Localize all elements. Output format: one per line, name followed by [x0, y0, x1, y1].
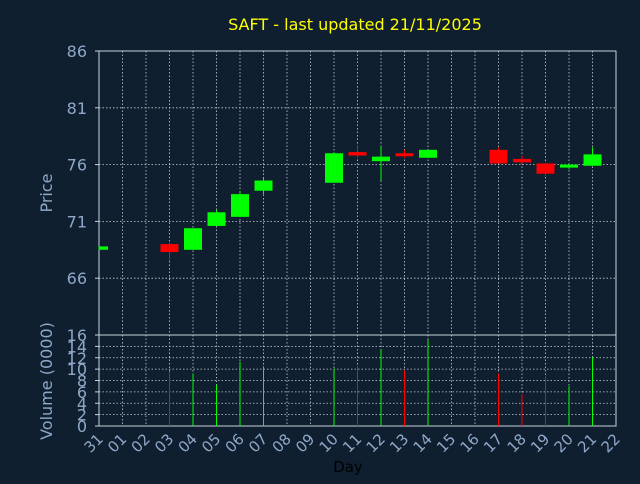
candle-body: [184, 228, 202, 250]
day-tick-label: 04: [175, 430, 201, 456]
volume-axis-label: Volume (0000): [37, 322, 56, 440]
day-tick-label: 09: [292, 430, 318, 456]
day-tick-label: 20: [551, 430, 577, 456]
day-tick-label: 15: [433, 430, 459, 456]
price-tick-label: 81: [67, 99, 87, 118]
day-tick-label: 18: [504, 430, 530, 456]
candle-body: [325, 153, 343, 183]
candle-body: [372, 156, 390, 162]
candle-body: [560, 164, 578, 168]
day-tick-label: 17: [480, 430, 506, 456]
price-tick-label: 76: [67, 156, 87, 175]
day-tick-label: 16: [457, 430, 483, 456]
volume-tick-label: 6: [77, 383, 87, 402]
candle-body: [231, 194, 249, 217]
day-tick-label: 14: [410, 430, 436, 456]
candle-body: [536, 163, 555, 174]
candle-body: [419, 149, 437, 158]
price-tick-label: 86: [67, 42, 87, 61]
day-tick-label: 13: [386, 430, 412, 456]
day-tick-label: 21: [574, 430, 600, 456]
candles: [98, 145, 602, 262]
volume-tick-label: 12: [67, 349, 87, 368]
candle-body: [513, 158, 531, 163]
candle-body: [254, 180, 273, 191]
day-tick-label: 02: [128, 430, 154, 456]
day-tick-label: 01: [104, 430, 130, 456]
volume-tick-label: 4: [77, 394, 87, 413]
day-tick-label: 11: [339, 430, 365, 456]
day-tick-label: 03: [151, 430, 177, 456]
day-tick-label: 08: [269, 430, 295, 456]
price-tick-label: 66: [67, 269, 87, 288]
day-tick-label: 07: [245, 430, 271, 456]
price-tick-label: 71: [67, 212, 87, 231]
volume-tick-label: 10: [67, 360, 87, 379]
candle-body: [395, 153, 414, 157]
volume-tick-label: 16: [67, 326, 87, 345]
day-tick-label: 19: [527, 430, 553, 456]
candle-body: [583, 154, 602, 166]
day-axis-label: Day: [333, 458, 363, 476]
volume-tick-label: 14: [67, 337, 87, 356]
day-axis: 3101020304050607080910111213141516171819…: [81, 430, 624, 456]
candle-body: [207, 212, 226, 226]
candle-body: [348, 152, 367, 156]
candle-body: [99, 246, 108, 250]
chart-title: SAFT - last updated 21/11/2025: [228, 15, 482, 34]
volume-tick-label: 8: [77, 372, 87, 391]
day-tick-label: 05: [198, 430, 224, 456]
day-tick-label: 06: [222, 430, 248, 456]
candle-body: [160, 244, 179, 253]
day-tick-label: 12: [363, 430, 389, 456]
volume-tick-label: 2: [77, 406, 87, 425]
price-axis: 66 71 76 81 86: [67, 42, 99, 288]
day-tick-label: 22: [598, 430, 624, 456]
price-axis-label: Price: [37, 173, 56, 212]
candle-body: [489, 149, 508, 164]
volume-bars: [169, 340, 593, 426]
day-tick-label: 10: [316, 430, 342, 456]
volume-tick-label: 0: [77, 417, 87, 436]
price-grid: [99, 51, 616, 335]
